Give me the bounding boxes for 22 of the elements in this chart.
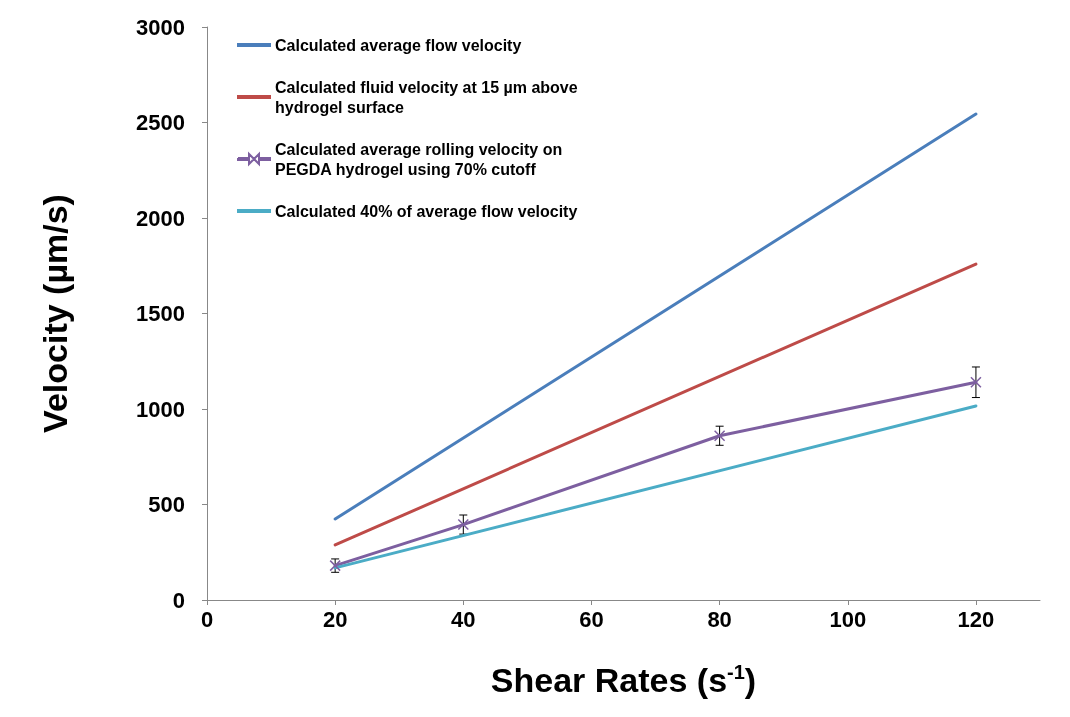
y-axis-title: Velocity (µm/s): [36, 194, 74, 433]
legend-label: Calculated 40% of average flow velocity: [275, 202, 578, 220]
x-tick-label: 20: [322, 606, 348, 632]
point: [457, 518, 470, 531]
x-tick-label: 100: [829, 606, 867, 632]
legend-label: Calculated average rolling velocity on PEGDA hydrogel using 70% cutoff: [275, 140, 567, 178]
x-tick-label: 60: [579, 606, 604, 632]
x-tick-label: 40: [451, 606, 476, 632]
x-tick-label: 80: [707, 606, 732, 632]
y-tick-label: 3000: [136, 14, 185, 40]
point: [713, 429, 726, 442]
point: [970, 376, 982, 389]
legend-label: Calculated average flow velocity: [275, 36, 522, 54]
x-tick-label: 0: [200, 606, 214, 632]
y-tick-label: 0: [172, 587, 185, 613]
y-tick-label: 500: [148, 492, 185, 517]
legend-label: Calculated fluid velocity at 15 µm above hydrogel surface: [275, 78, 583, 116]
y-tick-label: 2500: [136, 110, 185, 135]
y-tick-label: 2000: [136, 205, 185, 231]
y-tick-label: 1500: [136, 301, 185, 326]
x-tick-label: 120: [957, 606, 995, 632]
y-tick-label: 1000: [136, 396, 185, 422]
